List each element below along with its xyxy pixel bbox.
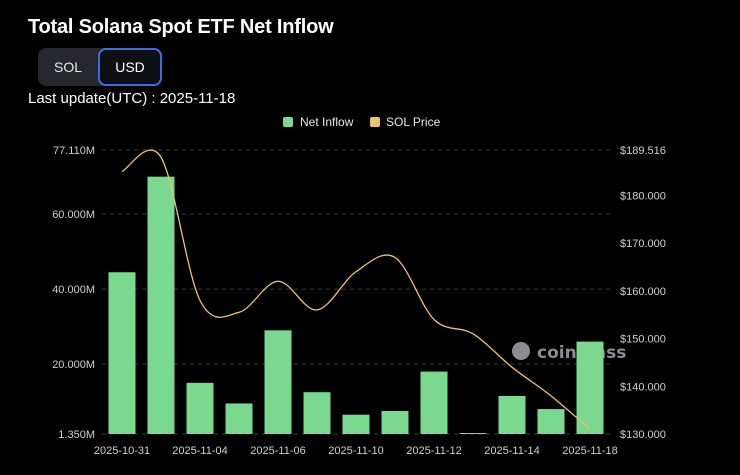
right-axis-tick-label: $160.000 (620, 286, 666, 298)
right-axis-tick-label: $130.000 (620, 429, 666, 441)
sol-price-line (121, 149, 591, 430)
x-axis-tick-label: 2025-10-31 (94, 445, 150, 457)
net-inflow-bar (264, 330, 292, 434)
sol-toggle-button[interactable]: SOL (53, 59, 82, 75)
x-axis-tick-label: 2025-11-04 (172, 445, 227, 457)
net-inflow-bar (342, 414, 370, 434)
net-inflow-bar (420, 371, 448, 434)
left-axis-tick-label: 60.000M (52, 209, 95, 221)
x-axis-tick-label: 2025-11-18 (562, 445, 617, 457)
net-inflow-bar (225, 403, 253, 434)
right-axis-tick-label: $180.000 (620, 190, 666, 202)
legend-net-inflow-label: Net Inflow (300, 115, 354, 129)
x-axis-tick-label: 2025-11-06 (250, 445, 305, 457)
left-axis-tick-label: 1.350M (58, 429, 95, 441)
coinglass-watermark: coinglass (512, 342, 626, 363)
right-axis-tick-label: $140.000 (620, 381, 666, 393)
right-axis-tick-label: $189.516 (620, 145, 666, 157)
x-axis-tick-label: 2025-11-10 (328, 445, 383, 457)
net-inflow-bar (381, 410, 409, 434)
net-inflow-bar (303, 392, 331, 434)
net-inflow-bar (186, 382, 214, 434)
coinglass-logo-icon (512, 342, 530, 360)
left-axis-tick-label: 77.110M (53, 145, 95, 157)
last-update-text: Last update(UTC) : 2025-11-18 (28, 90, 236, 107)
left-axis-tick-label: 20.000M (52, 359, 95, 371)
right-axis-tick-label: $170.000 (620, 238, 666, 250)
net-inflow-bar (147, 176, 175, 434)
usd-toggle-button[interactable]: USD (98, 48, 162, 86)
x-axis-tick-label: 2025-11-12 (406, 445, 461, 457)
net-inflow-bar (537, 409, 565, 434)
net-inflow-bar (498, 395, 526, 434)
net-inflow-bar (459, 433, 487, 434)
legend-net-inflow-swatch (283, 117, 293, 127)
x-axis-tick-label: 2025-11-14 (484, 445, 539, 457)
left-axis-tick-label: 40.000M (52, 284, 95, 296)
right-axis-tick-label: $150.000 (620, 334, 666, 346)
net-inflow-bar (576, 341, 604, 434)
chart-title: Total Solana Spot ETF Net Inflow (28, 16, 334, 38)
unit-toggle: SOL USD (38, 48, 162, 86)
legend-sol-price-label: SOL Price (386, 115, 441, 129)
legend-sol-price-swatch (370, 117, 380, 127)
net-inflow-bar (108, 272, 136, 434)
